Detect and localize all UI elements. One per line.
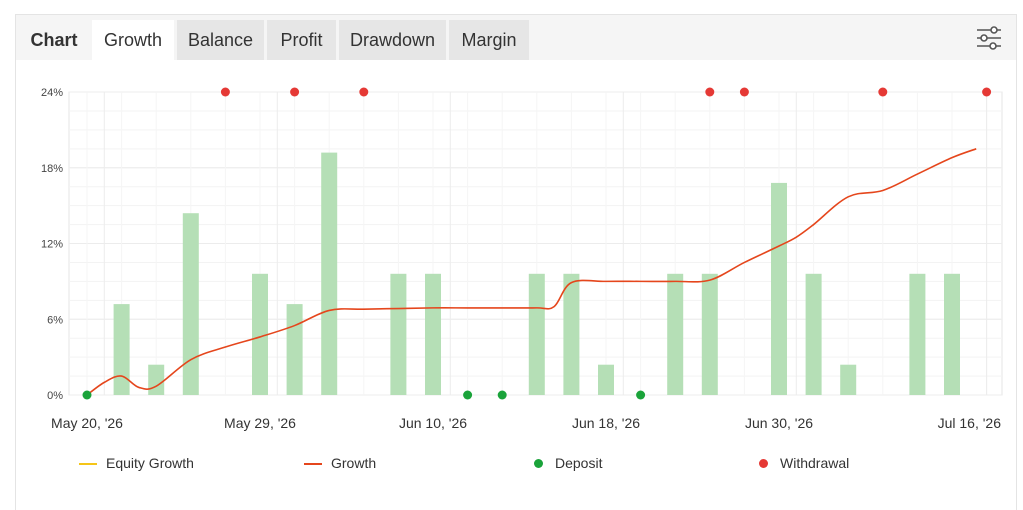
y-tick-label: 18%: [41, 163, 63, 175]
growth-bar: [944, 273, 960, 395]
growth-bar: [321, 152, 338, 395]
deposit-marker: [463, 390, 473, 400]
x-tick-label: Jul 16, '26: [938, 415, 1002, 431]
y-tick-label: 24%: [41, 87, 63, 99]
growth-bar: [425, 273, 441, 395]
growth-bar: [148, 364, 165, 395]
growth-bar: [182, 213, 199, 395]
legend-deposit[interactable]: Deposit: [533, 455, 633, 473]
withdrawal-marker: [359, 87, 369, 97]
y-tick-label: 12%: [41, 239, 63, 251]
chart-heading: Chart: [30, 30, 78, 50]
tab-drawdown[interactable]: Drawdown: [339, 20, 446, 60]
growth-bar: [113, 304, 130, 395]
growth-bar: [909, 273, 926, 395]
growth-bar: [667, 273, 684, 395]
deposit-marker: [497, 390, 507, 400]
equity-line-swatch: [79, 463, 97, 465]
deposit-dot-swatch: [534, 459, 543, 468]
x-tick-label: Jun 30, '26: [745, 415, 813, 431]
growth-line: [86, 148, 977, 396]
growth-bar: [598, 364, 614, 395]
x-tick-label: Jun 18, '26: [572, 415, 640, 431]
tab-balance[interactable]: Balance: [177, 20, 264, 60]
withdrawal-marker: [290, 87, 300, 97]
tab-growth[interactable]: Growth: [92, 20, 174, 60]
deposit-marker: [82, 390, 92, 400]
x-tick-label: May 20, '26: [51, 415, 123, 431]
y-tick-label: 6%: [47, 314, 63, 326]
x-tick-label: Jun 10, '26: [399, 415, 467, 431]
y-tick-label: 0%: [47, 390, 63, 402]
legend-growth[interactable]: Growth: [304, 455, 404, 473]
legend-growth-label: Growth: [331, 455, 377, 471]
tab-margin[interactable]: Margin: [449, 20, 529, 60]
deposit-marker: [636, 390, 646, 400]
sliders-icon[interactable]: [974, 23, 1004, 53]
growth-bar: [390, 273, 407, 395]
growth-bar: [701, 273, 718, 395]
growth-chart: 0% 6% 12% 18% 24% May 20, '26 May 29, '26 Jun 1…: [41, 87, 1003, 431]
withdrawal-marker: [705, 87, 715, 97]
growth-bar: [286, 304, 303, 395]
legend-deposit-label: Deposit: [555, 455, 603, 471]
legend-withdrawal[interactable]: Withdrawal: [758, 455, 878, 473]
growth-bar: [252, 273, 268, 395]
legend-equity-label: Equity Growth: [106, 455, 194, 471]
withdrawal-marker: [878, 87, 888, 97]
growth-bar: [563, 273, 580, 395]
withdrawal-marker: [220, 87, 230, 97]
growth-bar: [840, 364, 857, 395]
tab-profit[interactable]: Profit: [267, 20, 336, 60]
legend-equity-growth[interactable]: Equity Growth: [79, 455, 219, 473]
tab-bar: Chart Growth Balance Profit Drawdown Mar…: [16, 15, 1016, 60]
x-tick-label: May 29, '26: [224, 415, 296, 431]
withdrawal-marker: [982, 87, 992, 97]
withdrawal-marker: [739, 87, 749, 97]
legend-withdrawal-label: Withdrawal: [780, 455, 850, 471]
growth-bar: [805, 273, 822, 395]
growth-bar: [528, 273, 545, 395]
withdrawal-dot-swatch: [759, 459, 768, 468]
growth-bar: [771, 182, 787, 395]
growth-line-swatch: [304, 463, 322, 465]
